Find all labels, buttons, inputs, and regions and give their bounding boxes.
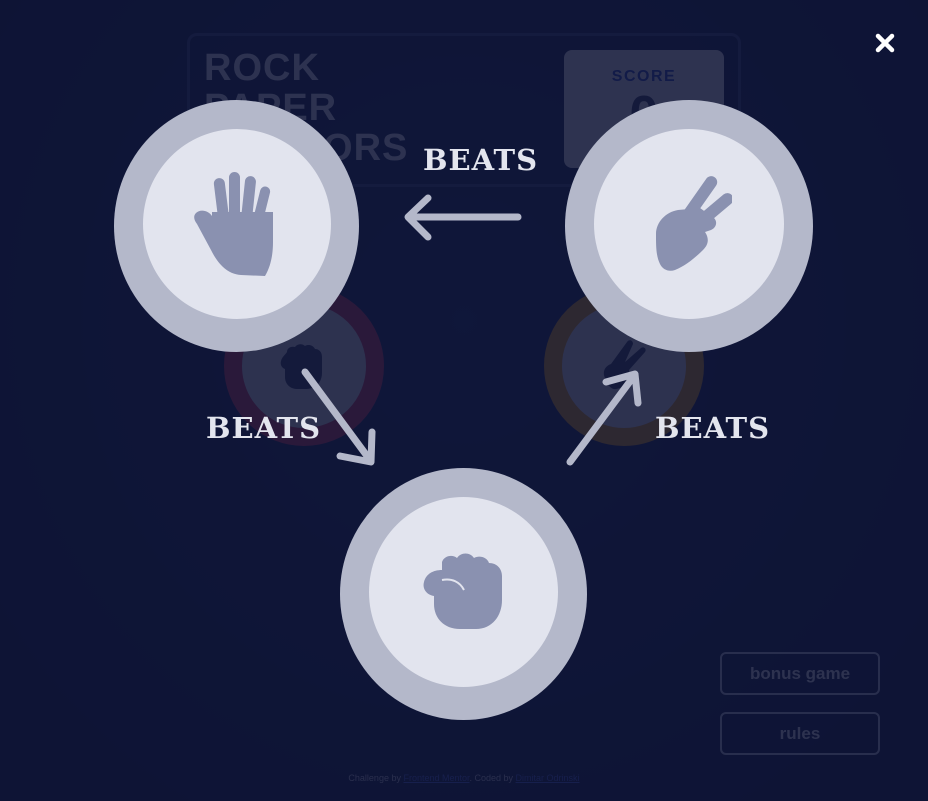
paper-choice [114, 100, 359, 352]
rock-choice [340, 468, 587, 720]
peace-hand-icon [656, 176, 732, 271]
close-icon[interactable] [874, 32, 896, 54]
scissors-choice [565, 100, 813, 352]
rock-choice-inner [369, 497, 558, 687]
fist-icon [423, 553, 502, 629]
beats-label-top: BEATS [423, 143, 539, 177]
beats-label-left: BEATS [206, 411, 322, 445]
paper-choice-inner [143, 129, 331, 319]
beats-label-right: BEATS [655, 411, 771, 445]
open-hand-icon [194, 172, 273, 276]
scissors-choice-inner [594, 129, 784, 319]
